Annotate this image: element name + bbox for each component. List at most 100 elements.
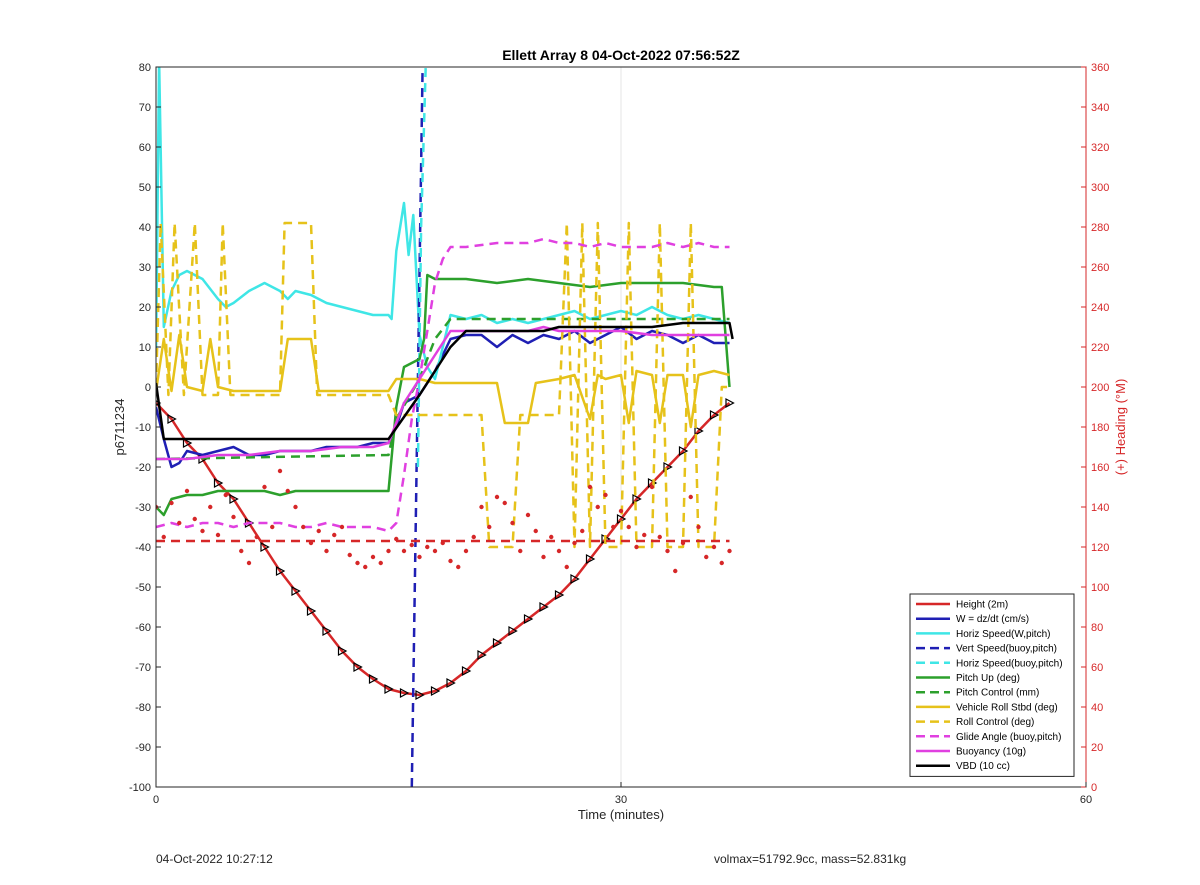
legend: Height (2m) W = dz/dt (cm/s) Horiz Speed(W… — [909, 593, 1075, 777]
y2-tick-label: 320 — [1091, 142, 1109, 154]
legend-entry-label: Roll Control (deg) — [956, 717, 1034, 728]
series-heading-point — [665, 548, 670, 554]
series-heading-point — [556, 548, 562, 554]
y-tick-label: -10 — [135, 422, 151, 434]
series-heading-point — [580, 528, 585, 534]
series-heading-point — [533, 528, 538, 534]
series-heading-point — [370, 554, 376, 560]
series-heading-point — [525, 512, 531, 518]
series-heading-point — [192, 516, 197, 522]
series-height-2m-marker — [275, 566, 286, 576]
series-heading-point — [479, 504, 484, 510]
series-heading-point — [215, 532, 221, 538]
y2-tick-label: 20 — [1091, 742, 1103, 754]
y-tick-label: -20 — [135, 462, 151, 474]
series-heading-point — [634, 544, 639, 550]
legend-entry-label: Buoyancy (10g) — [956, 747, 1026, 758]
series-heading-point — [301, 524, 306, 530]
series-height-2m-marker — [399, 688, 410, 698]
series-height-2m-marker — [694, 426, 704, 436]
series-height-2m-marker — [492, 638, 503, 648]
legend-entry-label: Vert Speed(buoy,pitch) — [956, 644, 1057, 655]
y-tick-label: -80 — [135, 702, 151, 714]
series-heading-point — [603, 492, 608, 498]
series-heading-point — [471, 534, 476, 540]
series-heading-point — [618, 508, 624, 514]
series-height-2m-marker — [415, 690, 425, 700]
x-tick-label: 60 — [1080, 794, 1092, 806]
legend-entry-label: Height (2m) — [956, 600, 1008, 611]
series-heading-point — [401, 548, 407, 554]
series-height-2m-marker — [508, 626, 518, 636]
legend-entry-label: Glide Angle (buoy,pitch) — [956, 732, 1061, 743]
series-height-2m-marker — [663, 462, 673, 472]
series-height-2m-marker — [523, 614, 534, 624]
y-tick-label: 20 — [139, 302, 151, 314]
series-roll-control-deg — [156, 221, 730, 549]
series-heading-point — [316, 528, 321, 534]
series-heading-point — [285, 488, 290, 494]
legend-box — [909, 593, 1075, 777]
y-tick-label: -90 — [135, 742, 151, 754]
series-height-2m-marker — [213, 478, 224, 488]
series-heading-point — [649, 484, 655, 490]
series-height-2m-marker — [229, 494, 239, 504]
series-height-2m-marker — [384, 684, 394, 694]
series-heading-point — [239, 548, 244, 554]
series-heading-point — [518, 548, 523, 554]
series-heading-point — [231, 514, 236, 520]
y2-tick-label: 160 — [1091, 462, 1109, 474]
y-tick-label: 30 — [139, 262, 151, 274]
x-tick-label: 0 — [153, 794, 159, 806]
series-height-2m-marker — [477, 650, 487, 660]
series-height-2m-marker — [306, 606, 317, 616]
series-heading-point — [339, 524, 345, 530]
series-height-2m-marker — [632, 494, 642, 504]
y2-tick-label: 280 — [1091, 222, 1109, 234]
y-tick-label: 40 — [139, 222, 151, 234]
y2-tick-label: 80 — [1091, 622, 1103, 634]
series-heading-point — [417, 554, 422, 560]
x-axis-label: Time (minutes) — [578, 807, 664, 822]
y2-axis-label: (+) Heading (°M) — [1113, 379, 1128, 476]
footer-timestamp: 04-Oct-2022 10:27:12 — [156, 852, 273, 866]
series-heading-point — [277, 468, 283, 474]
series-heading-point — [254, 534, 259, 540]
y-tick-label: -60 — [135, 622, 151, 634]
legend-entry-label: W = dz/dt (cm/s) — [956, 614, 1029, 625]
series-heading-point — [324, 548, 329, 554]
y2-tick-label: 220 — [1091, 342, 1109, 354]
series-pitch-up-deg — [156, 273, 731, 517]
series-height-2m-marker — [461, 666, 472, 676]
series-heading-point — [673, 568, 678, 574]
series-heading-point — [223, 492, 228, 498]
series-heading-point — [169, 500, 174, 506]
y-tick-label: 60 — [139, 142, 151, 154]
series-heading-point — [409, 542, 414, 548]
legend-entry-label: Horiz Speed(buoy,pitch) — [956, 658, 1063, 669]
series-heading-point — [502, 500, 507, 506]
series-heading-point — [688, 494, 693, 500]
series-heading-point — [463, 548, 469, 554]
series-heading-point — [711, 544, 717, 550]
y-tick-label: 80 — [139, 62, 151, 74]
y-tick-label: -40 — [135, 542, 151, 554]
y2-tick-label: 100 — [1091, 582, 1109, 594]
y-axis-label: p6711234 — [112, 399, 127, 456]
axes-layer: -100-90-80-70-60-50-40-30-20-10010203040… — [129, 62, 1109, 806]
legend-entry-label: Pitch Up (deg) — [956, 673, 1020, 684]
series-buoyancy-10g — [156, 325, 730, 461]
series-heading-point — [332, 532, 337, 538]
series-heading-point — [448, 558, 453, 564]
y2-tick-label: 140 — [1091, 502, 1109, 514]
series-height-2m-marker — [585, 554, 596, 564]
series-height-2m-marker — [322, 626, 332, 636]
series-height-2m-marker — [337, 646, 348, 656]
series-vbd-10-cc — [156, 321, 734, 441]
y-tick-label: 10 — [139, 342, 151, 354]
x-tick-label: 30 — [615, 794, 627, 806]
series-heading-point — [161, 534, 166, 540]
series-layer — [156, 67, 735, 787]
series-heading-point — [564, 564, 569, 570]
